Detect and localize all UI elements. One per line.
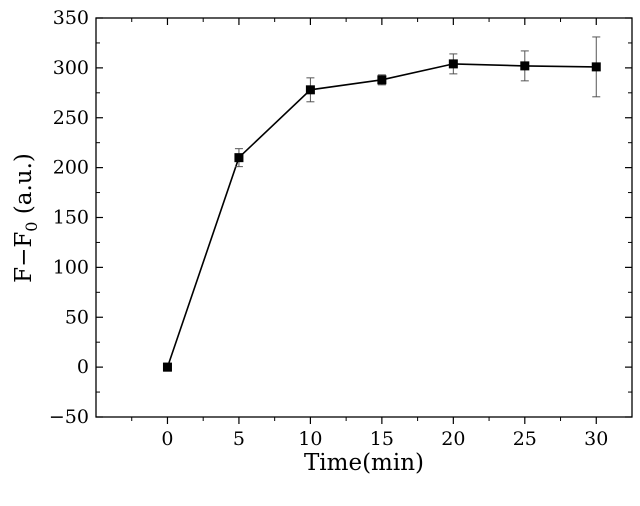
data-point: [448, 59, 458, 69]
x-tick-label: 0: [161, 428, 173, 450]
x-axis-ticks: 0 5 10 15 20 25 30: [131, 18, 608, 450]
x-tick-label: 15: [370, 428, 394, 450]
y-axis-title: F−F0 (a.u.): [11, 153, 41, 283]
y-tick-label: 0: [77, 356, 89, 378]
x-tick-label: 5: [233, 428, 245, 450]
y-axis-ticks: −50 0 50 100 150 200 250 300 350: [49, 7, 632, 428]
y-tick-label: 350: [53, 7, 89, 29]
y-axis-title-subscript: 0: [22, 222, 41, 232]
data-point: [162, 362, 172, 372]
x-tick-label: 25: [513, 428, 537, 450]
y-tick-label: 250: [53, 107, 89, 129]
y-axis-title-group: F−F0 (a.u.): [11, 153, 41, 283]
y-tick-label: 200: [53, 157, 89, 179]
x-tick-label: 30: [584, 428, 608, 450]
data-point: [234, 153, 244, 163]
x-axis-title: Time(min): [304, 450, 424, 476]
y-tick-label: 50: [65, 306, 89, 328]
data-point: [520, 61, 530, 71]
plot-frame: [95, 17, 633, 418]
x-tick-label: 20: [441, 428, 465, 450]
data-point: [305, 85, 315, 95]
series-line: [166, 63, 597, 368]
y-tick-label: 300: [53, 57, 89, 79]
y-tick-label: −50: [49, 406, 89, 428]
data-point: [377, 75, 387, 85]
y-tick-label: 100: [53, 256, 89, 278]
y-tick-label: 150: [53, 207, 89, 229]
data-point: [591, 62, 601, 72]
x-tick-label: 10: [298, 428, 322, 450]
data-series: [162, 36, 601, 372]
y-axis-title-main: F−F: [11, 232, 37, 283]
y-axis-title-unit: (a.u.): [11, 153, 37, 221]
